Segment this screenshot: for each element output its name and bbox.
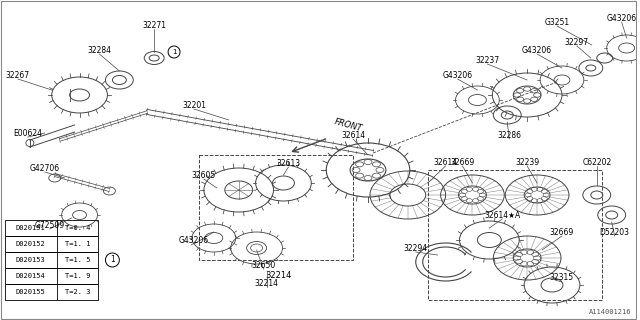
Text: 32201: 32201 <box>182 100 206 109</box>
Text: 32286: 32286 <box>497 131 521 140</box>
Text: 32271: 32271 <box>142 20 166 29</box>
Text: G43206: G43206 <box>522 45 552 54</box>
Text: 32315: 32315 <box>550 274 574 283</box>
Text: 32614★A: 32614★A <box>484 211 520 220</box>
Text: 32294: 32294 <box>404 244 428 252</box>
Bar <box>428 170 602 300</box>
Text: T=1. 5: T=1. 5 <box>65 257 90 263</box>
Text: G43206: G43206 <box>607 13 637 22</box>
Bar <box>5 220 99 236</box>
Text: 32237: 32237 <box>476 55 499 65</box>
Text: FRONT: FRONT <box>333 117 364 133</box>
Bar <box>5 268 99 284</box>
Text: G3251: G3251 <box>545 18 570 27</box>
Text: 32214: 32214 <box>255 278 278 287</box>
Text: G42706: G42706 <box>29 164 60 172</box>
Text: T=1. 9: T=1. 9 <box>65 273 90 279</box>
Bar <box>5 236 99 252</box>
Text: 32297: 32297 <box>565 37 589 46</box>
Text: D020152: D020152 <box>16 241 45 247</box>
Text: 32214: 32214 <box>266 270 292 279</box>
Text: 32605: 32605 <box>192 171 216 180</box>
Bar <box>5 252 99 268</box>
Text: A114001216: A114001216 <box>589 309 632 315</box>
Text: 32669: 32669 <box>550 228 574 236</box>
Text: 32284: 32284 <box>88 45 111 54</box>
Text: D020151: D020151 <box>16 225 45 231</box>
Text: 1: 1 <box>172 49 176 55</box>
Bar <box>199 155 353 260</box>
Text: 32239: 32239 <box>515 157 540 166</box>
Text: G43206: G43206 <box>179 236 209 244</box>
Text: D020153: D020153 <box>16 257 45 263</box>
Text: T=2. 3: T=2. 3 <box>65 289 90 295</box>
Text: 32613: 32613 <box>276 158 301 167</box>
Text: 32267: 32267 <box>6 70 30 79</box>
Text: E00624: E00624 <box>13 129 42 138</box>
Text: G43206: G43206 <box>442 70 472 79</box>
Text: 32614: 32614 <box>433 157 458 166</box>
Text: D52203: D52203 <box>600 228 630 236</box>
Text: 32669: 32669 <box>451 157 475 166</box>
Text: T=0. 4: T=0. 4 <box>65 225 90 231</box>
Text: C62202: C62202 <box>582 157 611 166</box>
Text: D020155: D020155 <box>16 289 45 295</box>
Bar <box>5 284 99 300</box>
Text: G72509: G72509 <box>35 220 65 229</box>
Text: 1: 1 <box>110 255 115 265</box>
Text: T=1. 1: T=1. 1 <box>65 241 90 247</box>
Text: 32650: 32650 <box>252 260 276 269</box>
Text: 32614: 32614 <box>341 131 365 140</box>
Text: D020154: D020154 <box>16 273 45 279</box>
